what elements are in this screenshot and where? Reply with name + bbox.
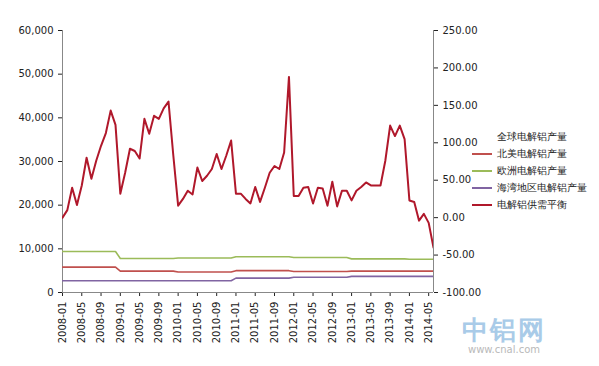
svg-text:2011-01: 2011-01 [230, 302, 241, 344]
svg-text:2010-05: 2010-05 [192, 302, 203, 344]
svg-text:2014-01: 2014-01 [404, 302, 415, 344]
svg-text:10,000: 10,000 [19, 243, 54, 254]
svg-text:200.00: 200.00 [443, 62, 478, 73]
svg-text:150.00: 150.00 [443, 100, 478, 111]
svg-text:2009-05: 2009-05 [134, 302, 145, 344]
html-text:北美电解铝产量: 北美电解铝产量 [497, 147, 567, 159]
svg-text:2010-09: 2010-09 [211, 302, 222, 344]
html-text:全球电解铝产量: 全球电解铝产量 [497, 130, 567, 142]
svg-text:-100.00: -100.00 [443, 287, 482, 298]
svg-text:2010-01: 2010-01 [172, 302, 183, 344]
svg-text:2008-01: 2008-01 [57, 302, 68, 344]
svg-text:2012-01: 2012-01 [288, 302, 299, 344]
svg-text:30,000: 30,000 [19, 156, 54, 167]
svg-text:2011-05: 2011-05 [249, 302, 260, 344]
svg-text:2012-05: 2012-05 [307, 302, 318, 344]
svg-text:20,000: 20,000 [19, 199, 54, 210]
html-text:海湾地区电解铝产量: 海湾地区电解铝产量 [497, 181, 587, 193]
svg-text:2014-05: 2014-05 [423, 302, 434, 344]
svg-text:2013-05: 2013-05 [365, 302, 376, 344]
svg-text:2012-09: 2012-09 [327, 302, 338, 344]
svg-text:2009-09: 2009-09 [153, 302, 164, 344]
svg-text:40,000: 40,000 [19, 112, 54, 123]
svg-text:-50.00: -50.00 [443, 249, 475, 260]
svg-text:100.00: 100.00 [443, 137, 478, 148]
svg-text:60,000: 60,000 [19, 25, 54, 36]
svg-text:2011-09: 2011-09 [269, 302, 280, 344]
svg-text:2009-01: 2009-01 [115, 302, 126, 344]
html-text:www.cnal.com: www.cnal.com [468, 344, 540, 355]
svg-text:2013-09: 2013-09 [384, 302, 395, 344]
svg-text:2008-09: 2008-09 [95, 302, 106, 344]
svg-text:0.00: 0.00 [443, 212, 465, 223]
html-text:中铝网: 中铝网 [462, 315, 546, 345]
svg-text:250.00: 250.00 [443, 25, 478, 36]
html-text:欧洲电解铝产量: 欧洲电解铝产量 [497, 164, 567, 176]
svg-text:2008-05: 2008-05 [76, 302, 87, 344]
svg-text:0: 0 [47, 287, 53, 298]
svg-text:50,000: 50,000 [19, 68, 54, 79]
svg-text:2013-01: 2013-01 [346, 302, 357, 344]
html-text:电解铝供需平衡: 电解铝供需平衡 [497, 198, 567, 210]
svg-text:50.00: 50.00 [443, 174, 472, 185]
